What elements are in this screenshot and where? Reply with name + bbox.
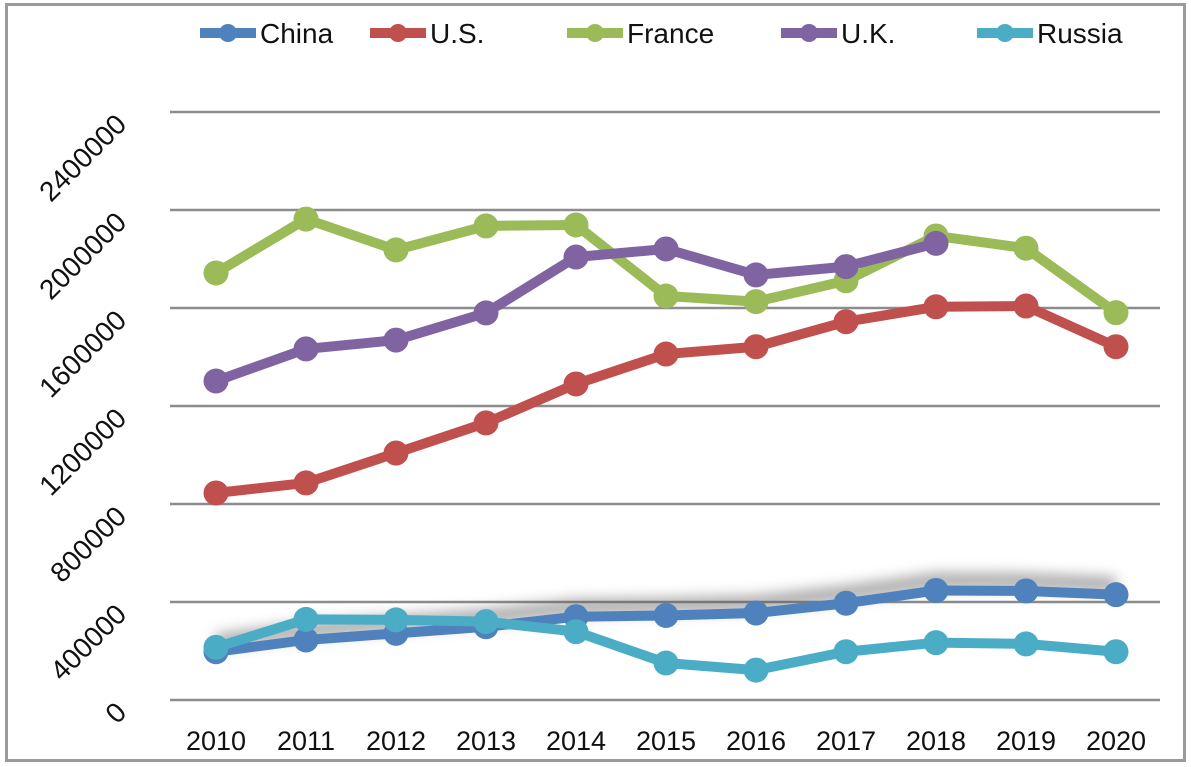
data-point[interactable] — [1013, 578, 1039, 604]
data-point[interactable] — [473, 609, 499, 635]
legend-item-france: France — [567, 18, 714, 49]
data-point[interactable] — [293, 336, 319, 362]
data-point[interactable] — [743, 262, 769, 288]
x-tick-label: 2016 — [726, 726, 786, 756]
legend-label: U.K. — [841, 18, 895, 49]
data-point[interactable] — [563, 212, 589, 238]
data-point[interactable] — [563, 371, 589, 397]
data-point[interactable] — [833, 254, 859, 280]
x-tick-label: 2020 — [1086, 726, 1146, 756]
x-tick-label: 2015 — [636, 726, 696, 756]
legend-label: Russia — [1037, 18, 1123, 49]
data-point[interactable] — [833, 309, 859, 335]
data-point[interactable] — [1103, 300, 1129, 326]
legend-marker-icon — [996, 24, 1014, 42]
data-point[interactable] — [1103, 334, 1129, 360]
data-point[interactable] — [563, 619, 589, 645]
y-tick-label: 400000 — [44, 598, 132, 686]
y-tick-label: 800000 — [44, 500, 132, 588]
data-point[interactable] — [653, 650, 679, 676]
legend-marker-icon — [389, 24, 407, 42]
data-point[interactable] — [653, 341, 679, 367]
x-tick-label: 2010 — [186, 726, 246, 756]
data-point[interactable] — [383, 607, 409, 633]
y-axis: 0 400000 800000120000016000002000000240000… — [33, 108, 132, 729]
data-point[interactable] — [653, 602, 679, 628]
data-point[interactable] — [833, 590, 859, 616]
series-france — [203, 206, 1129, 326]
data-point[interactable] — [203, 260, 229, 286]
data-point[interactable] — [203, 480, 229, 506]
series-russia — [203, 606, 1129, 683]
data-point[interactable] — [653, 236, 679, 262]
legend-marker-icon — [586, 24, 604, 42]
x-tick-label: 2011 — [277, 726, 335, 756]
data-point[interactable] — [743, 289, 769, 315]
x-axis: 2010 2011 2012 2013 2014 2015 2016 2017 2018 2019… — [186, 726, 1146, 756]
legend: China U.S. France U.K. Russia — [200, 18, 1123, 49]
data-point[interactable] — [923, 577, 949, 603]
data-point[interactable] — [1103, 639, 1129, 665]
data-point[interactable] — [923, 294, 949, 320]
data-point[interactable] — [383, 440, 409, 466]
legend-item-us: U.S. — [370, 18, 484, 49]
x-tick-label: 2012 — [366, 726, 426, 756]
data-point[interactable] — [473, 410, 499, 436]
y-tick-label: 0 — [99, 696, 132, 729]
data-point[interactable] — [1013, 293, 1039, 319]
legend-item-uk: U.K. — [781, 18, 895, 49]
legend-label: China — [260, 18, 334, 49]
data-point[interactable] — [293, 627, 319, 653]
data-point[interactable] — [923, 630, 949, 656]
data-point[interactable] — [1103, 582, 1129, 608]
data-point[interactable] — [383, 237, 409, 263]
data-point[interactable] — [293, 470, 319, 496]
x-tick-label: 2019 — [996, 726, 1056, 756]
y-tick-label: 1200000 — [33, 402, 132, 501]
x-tick-label: 2018 — [906, 726, 966, 756]
data-point[interactable] — [293, 206, 319, 232]
data-point[interactable] — [383, 327, 409, 353]
y-tick-label: 2400000 — [33, 108, 132, 207]
data-point[interactable] — [653, 283, 679, 309]
legend-marker-icon — [800, 24, 818, 42]
data-point[interactable] — [293, 606, 319, 632]
y-tick-label: 1600000 — [33, 304, 132, 403]
data-point[interactable] — [1013, 235, 1039, 261]
legend-label: France — [627, 18, 714, 49]
series-line — [211, 301, 1121, 498]
data-point[interactable] — [1013, 631, 1039, 657]
x-tick-label: 2014 — [546, 726, 606, 756]
data-point[interactable] — [203, 368, 229, 394]
legend-item-china: China — [200, 18, 334, 49]
series-uk — [203, 230, 949, 394]
y-tick-label: 2000000 — [33, 206, 132, 305]
data-point[interactable] — [743, 657, 769, 683]
legend-marker-icon — [219, 24, 237, 42]
legend-label: U.S. — [430, 18, 484, 49]
data-point[interactable] — [743, 600, 769, 626]
x-tick-label: 2013 — [456, 726, 516, 756]
plot-area — [203, 206, 1129, 683]
data-point[interactable] — [743, 334, 769, 360]
data-point[interactable] — [473, 300, 499, 326]
legend-item-russia: Russia — [977, 18, 1123, 49]
data-point[interactable] — [203, 634, 229, 660]
data-point[interactable] — [563, 244, 589, 270]
data-point[interactable] — [473, 213, 499, 239]
series-us — [203, 293, 1129, 506]
x-tick-label: 2017 — [816, 726, 876, 756]
data-point[interactable] — [923, 230, 949, 256]
data-point[interactable] — [833, 639, 859, 665]
